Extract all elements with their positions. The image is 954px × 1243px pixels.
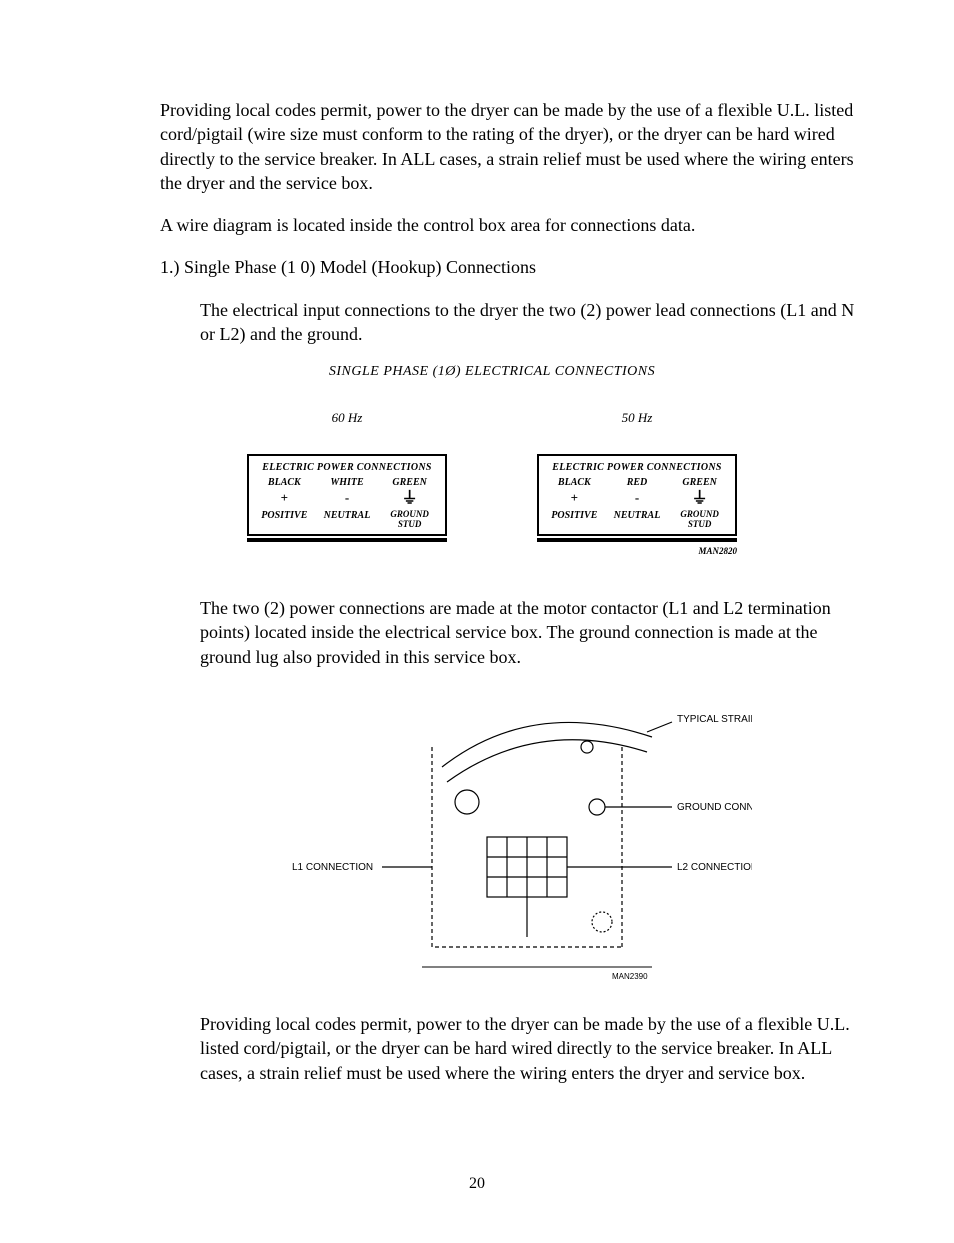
conn-box-60: ELECTRIC POWER CONNECTIONS BLACK WHITE G…: [247, 454, 447, 536]
page-number: 20: [0, 1175, 954, 1193]
label-neutral: NEUTRAL: [316, 510, 378, 530]
label-positive: POSITIVE: [543, 510, 605, 530]
diagram-title: SINGLE PHASE (1Ø) ELECTRICAL CONNECTIONS: [120, 364, 864, 380]
col-green: GREEN: [669, 477, 731, 488]
col-black: BLACK: [253, 477, 315, 488]
hz-label-50: 50 Hz: [537, 410, 737, 426]
paragraph-wire-diagram: A wire diagram is located inside the con…: [160, 213, 864, 237]
table-60hz: 60 Hz ELECTRIC POWER CONNECTIONS BLACK W…: [247, 410, 447, 556]
label-ground: GROUNDSTUD: [669, 510, 731, 530]
col-red: RED: [606, 477, 668, 488]
paragraph-connections: The electrical input connections to the …: [200, 298, 864, 347]
label-ground: GROUNDSTUD: [379, 510, 441, 530]
label-l2: L2 CONNECTION: [677, 862, 752, 873]
conn-box-50: ELECTRIC POWER CONNECTIONS BLACK RED GRE…: [537, 454, 737, 536]
ground-icon: ⏚: [669, 491, 731, 507]
label-strain-relief: TYPICAL STRAIN RELIEF: [677, 714, 752, 725]
conn-box-title: ELECTRIC POWER CONNECTIONS: [253, 462, 441, 473]
table-rule: [247, 538, 447, 542]
col-green: GREEN: [379, 477, 441, 488]
sym-plus: +: [253, 491, 315, 507]
table-rule: [537, 538, 737, 542]
heading-single-phase: 1.) Single Phase (1 0) Model (Hookup) Co…: [160, 255, 864, 279]
page: Providing local codes permit, power to t…: [0, 0, 954, 1243]
paragraph-power-connections: The two (2) power connections are made a…: [200, 596, 864, 669]
man-label: MAN2820: [537, 546, 737, 556]
sym-minus: -: [606, 491, 668, 507]
col-white: WHITE: [316, 477, 378, 488]
label-ground-connection: GROUND CONNECTION: [677, 802, 752, 813]
label-ref: MAN2390: [612, 972, 648, 981]
sym-minus: -: [316, 491, 378, 507]
paragraph-closing: Providing local codes permit, power to t…: [200, 1012, 864, 1085]
table-50hz: 50 Hz ELECTRIC POWER CONNECTIONS BLACK R…: [537, 410, 737, 556]
label-positive: POSITIVE: [253, 510, 315, 530]
wiring-diagram: TYPICAL STRAIN RELIEF GROUND CONNECTION …: [232, 687, 752, 987]
label-neutral: NEUTRAL: [606, 510, 668, 530]
sym-plus: +: [543, 491, 605, 507]
label-l1: L1 CONNECTION: [292, 862, 373, 873]
ground-icon: ⏚: [379, 491, 441, 507]
connection-tables: 60 Hz ELECTRIC POWER CONNECTIONS BLACK W…: [120, 410, 864, 556]
hz-label-60: 60 Hz: [247, 410, 447, 426]
conn-box-title: ELECTRIC POWER CONNECTIONS: [543, 462, 731, 473]
paragraph-intro: Providing local codes permit, power to t…: [160, 98, 864, 195]
col-black: BLACK: [543, 477, 605, 488]
